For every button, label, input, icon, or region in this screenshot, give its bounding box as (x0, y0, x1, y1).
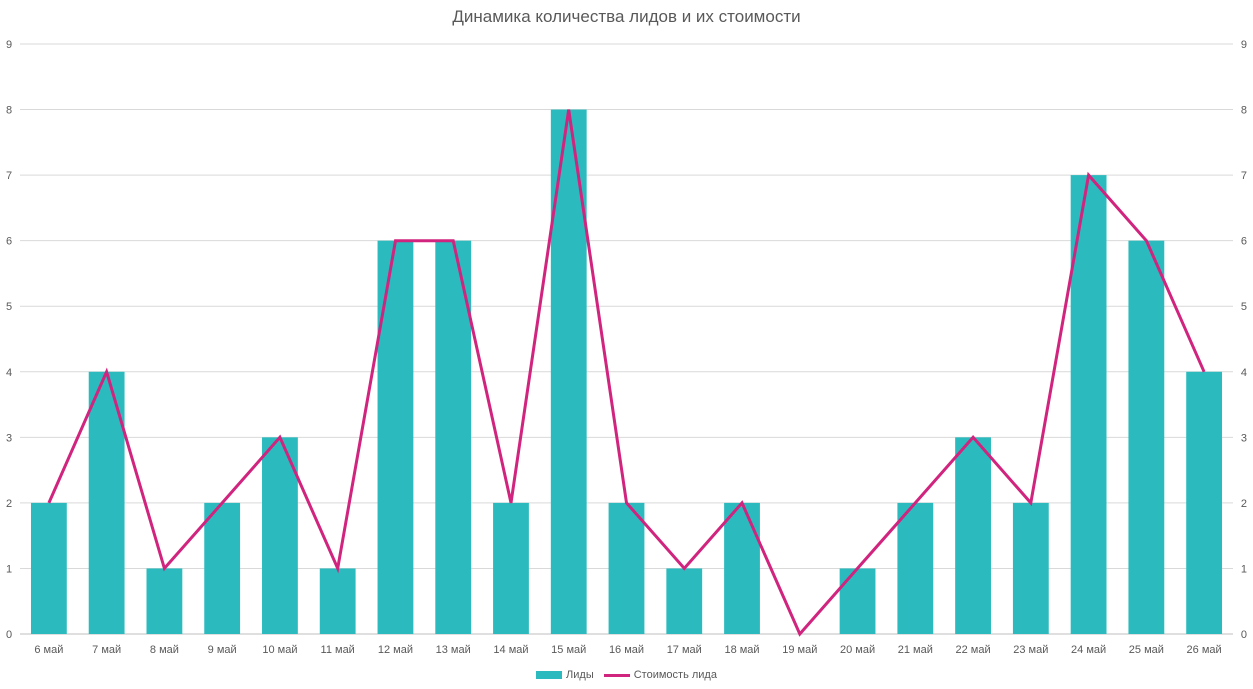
x-tick-label: 7 май (92, 644, 121, 656)
y-tick-label-left: 0 (6, 629, 12, 641)
bar (377, 240, 414, 634)
y-tick-label-left: 2 (6, 498, 12, 510)
x-tick-label: 26 май (1187, 644, 1222, 656)
y-tick-label-left: 7 (6, 170, 12, 182)
x-tick-label: 8 май (150, 644, 179, 656)
legend-item-bars: Лиды (536, 669, 594, 681)
bar (493, 502, 529, 634)
bar (435, 240, 472, 634)
y-tick-label-right: 2 (1241, 498, 1247, 510)
legend-swatch-line (603, 673, 630, 677)
bar (1070, 175, 1107, 634)
y-tick-label-left: 4 (6, 367, 12, 379)
y-tick-label-right: 3 (1241, 432, 1247, 444)
legend-label-bars: Лиды (566, 669, 594, 681)
x-tick-label: 10 май (262, 644, 297, 656)
x-tick-label: 12 май (378, 644, 413, 656)
y-tick-label-right: 8 (1241, 105, 1247, 117)
bar (608, 502, 645, 634)
x-tick-label: 11 май (321, 644, 355, 656)
y-tick-label-left: 8 (6, 105, 12, 117)
x-tick-label: 21 май (898, 644, 933, 656)
bar (204, 502, 241, 634)
legend-label-line: Стоимость лида (633, 669, 717, 681)
x-tick-label: 19 май (782, 644, 817, 656)
x-tick-label: 17 май (667, 644, 702, 656)
y-tick-label-left: 3 (6, 432, 12, 444)
y-tick-label-right: 1 (1241, 563, 1247, 575)
bar (955, 437, 991, 634)
y-tick-label-right: 4 (1241, 367, 1247, 379)
y-tick-label-left: 9 (6, 39, 12, 51)
x-tick-label: 9 май (208, 644, 237, 656)
x-tick-label: 16 май (609, 644, 644, 656)
bar (146, 568, 183, 634)
y-tick-label-right: 5 (1241, 301, 1247, 313)
bar (319, 568, 356, 634)
x-tick-label: 23 май (1013, 644, 1048, 656)
x-tick-label: 25 май (1129, 644, 1164, 656)
x-tick-label: 6 май (34, 644, 63, 656)
y-tick-label-right: 9 (1241, 39, 1247, 51)
x-tick-label: 14 май (493, 644, 528, 656)
y-tick-label-right: 0 (1241, 629, 1247, 641)
bar (1186, 371, 1223, 634)
x-tick-label: 24 май (1071, 644, 1106, 656)
bar (839, 568, 876, 634)
legend: Лиды Стоимость лида (0, 669, 1253, 681)
y-tick-label-left: 6 (6, 236, 12, 248)
x-tick-label: 15 май (551, 644, 586, 656)
legend-item-line: Стоимость лида (603, 669, 717, 681)
bar (897, 502, 934, 634)
line-series (47, 109, 1206, 637)
x-tick-label: 18 май (724, 644, 759, 656)
chart-title: Динамика количества лидов и их стоимости (452, 7, 801, 26)
y-tick-label-right: 7 (1241, 170, 1247, 182)
y-tick-label-left: 5 (6, 301, 12, 313)
y-tick-label-left: 1 (6, 563, 12, 575)
legend-swatch-bars (536, 671, 563, 679)
x-tick-label: 22 май (956, 644, 991, 656)
bar (30, 502, 67, 634)
bar (724, 502, 760, 634)
bar (666, 568, 703, 634)
x-tick-label: 13 май (436, 644, 471, 656)
bar (262, 437, 298, 634)
y-tick-label-right: 6 (1241, 236, 1247, 248)
bar (1012, 502, 1049, 634)
x-tick-label: 20 май (840, 644, 875, 656)
bar (1128, 240, 1165, 634)
